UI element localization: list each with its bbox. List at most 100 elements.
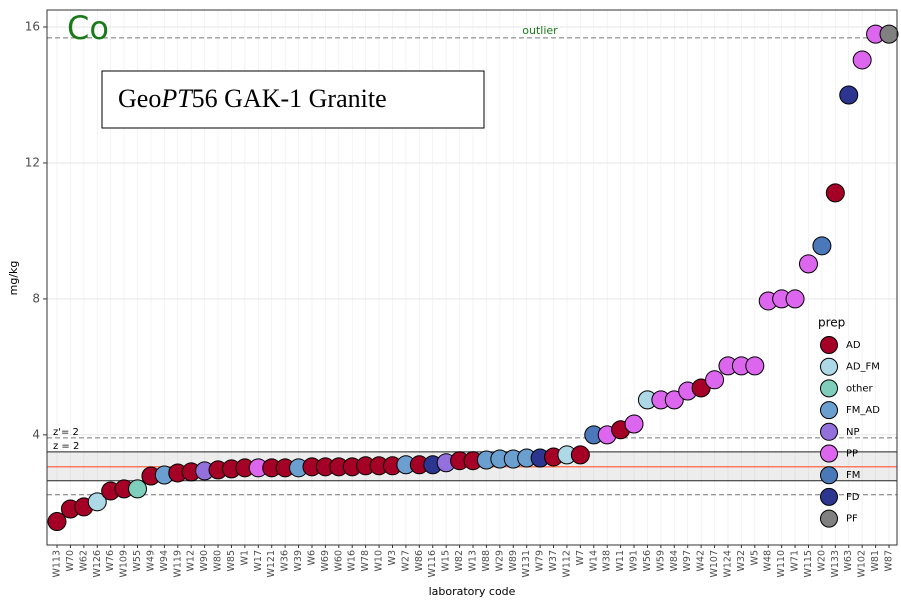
chart-title: GeoPT56 GAK-1 Granite <box>118 84 387 113</box>
x-tick-label: W71 <box>790 550 801 571</box>
x-tick-label: W17 <box>253 550 264 571</box>
point <box>128 479 148 499</box>
point <box>624 414 644 434</box>
x-tick-label: W90 <box>199 550 210 571</box>
legend-swatch <box>820 336 838 354</box>
x-tick-label: W13 <box>468 550 479 571</box>
points <box>47 24 899 532</box>
x-tick-label: W113 <box>52 550 63 578</box>
x-tick-label: W112 <box>561 550 572 578</box>
legend-label: FD <box>846 492 860 503</box>
x-tick-label: W81 <box>870 550 881 571</box>
x-tick-label: W79 <box>535 550 546 571</box>
x-tick-label: W60 <box>333 550 344 571</box>
point <box>87 492 107 512</box>
legend-label: AD_FM <box>846 362 880 373</box>
x-tick-label: W86 <box>414 550 425 571</box>
element-label: Co <box>67 9 109 47</box>
x-tick-label: W70 <box>65 550 76 571</box>
x-tick-label: W133 <box>830 550 841 578</box>
x-tick-label: W88 <box>481 550 492 571</box>
legend-swatch <box>820 487 838 506</box>
x-tick-label: W115 <box>803 550 814 578</box>
x-tick-label: W126 <box>92 550 103 578</box>
x-tick-label: W121 <box>266 550 277 578</box>
x-tick-label: W63 <box>843 550 854 571</box>
legend-label: other <box>846 383 874 394</box>
outlier-label: outlier <box>522 24 558 37</box>
x-tick-label: W15 <box>441 550 452 571</box>
x-tick-label: W37 <box>548 550 559 571</box>
x-tick-label: W6 <box>306 550 317 565</box>
y-tick-label: 12 <box>25 155 40 169</box>
x-tick-label: W124 <box>722 550 733 578</box>
title-part: Geo <box>118 84 161 113</box>
x-tick-label: W39 <box>293 550 304 571</box>
x-tick-label: W85 <box>226 550 237 571</box>
title-box <box>101 70 485 129</box>
x-tick-label: W32 <box>736 550 747 571</box>
legend-swatch <box>820 466 838 485</box>
x-tick-label: W109 <box>119 550 130 578</box>
legend-label: AD <box>846 340 861 351</box>
point <box>745 356 765 376</box>
x-tick-label: W49 <box>145 550 156 571</box>
legend-swatch <box>820 422 838 441</box>
point <box>812 236 832 256</box>
x-tick-label: W89 <box>508 550 519 571</box>
point <box>785 289 805 309</box>
legend-label: FM <box>846 470 860 481</box>
legend-swatch <box>820 444 838 463</box>
legend-label: PF <box>846 514 858 525</box>
x-tick-label: W7 <box>575 550 586 565</box>
x-tick-label: W84 <box>669 550 680 571</box>
x-tick-label: W107 <box>709 550 720 578</box>
y-tick-label: 8 <box>32 291 40 305</box>
x-tick-label: W38 <box>602 550 613 571</box>
legend-swatch <box>820 379 838 398</box>
x-tick-label: W80 <box>213 550 224 571</box>
x-tick-label: W20 <box>816 550 827 571</box>
point <box>852 50 872 70</box>
x-tick-label: W27 <box>400 550 411 571</box>
point <box>664 390 684 410</box>
point <box>825 183 845 203</box>
legend-swatch <box>820 401 838 420</box>
x-tick-label: W55 <box>132 550 143 571</box>
legend-swatch <box>820 357 838 376</box>
x-tick-label: W131 <box>521 550 532 578</box>
x-tick-label: W76 <box>105 550 116 571</box>
x-tick-label: W94 <box>159 550 170 571</box>
x-tick-label: W62 <box>78 550 89 571</box>
x-tick-label: W1 <box>239 550 250 565</box>
legend-label: PP <box>846 449 858 460</box>
x-tick-label: W69 <box>320 550 331 571</box>
point <box>47 512 67 532</box>
x-tick-label: W56 <box>642 550 653 571</box>
x-tick-label: W59 <box>655 550 666 571</box>
x-tick-label: W91 <box>629 550 640 571</box>
x-tick-label: W110 <box>776 550 787 578</box>
point <box>798 254 818 274</box>
x-tick-label: W5 <box>749 550 760 565</box>
legend-title: prep <box>818 316 845 330</box>
point <box>879 24 899 44</box>
x-tick-label: W116 <box>427 550 438 578</box>
legend-swatch <box>820 509 838 528</box>
y-axis-label: mg/kg <box>7 261 20 296</box>
y-tick-label: 16 <box>25 19 40 33</box>
x-tick-label: W82 <box>454 550 465 571</box>
panel-border <box>46 9 898 546</box>
title-part: PT <box>160 84 193 113</box>
x-tick-label: W10 <box>374 550 385 571</box>
x-tick-label: W119 <box>172 550 183 578</box>
x-tick-label: W97 <box>682 550 693 571</box>
point <box>570 445 590 465</box>
point <box>705 370 725 390</box>
x-tick-label: W102 <box>857 550 868 578</box>
x-tick-label: W78 <box>360 550 371 571</box>
x-tick-label: W36 <box>280 550 291 571</box>
title-part: 56 GAK-1 Granite <box>192 84 387 113</box>
